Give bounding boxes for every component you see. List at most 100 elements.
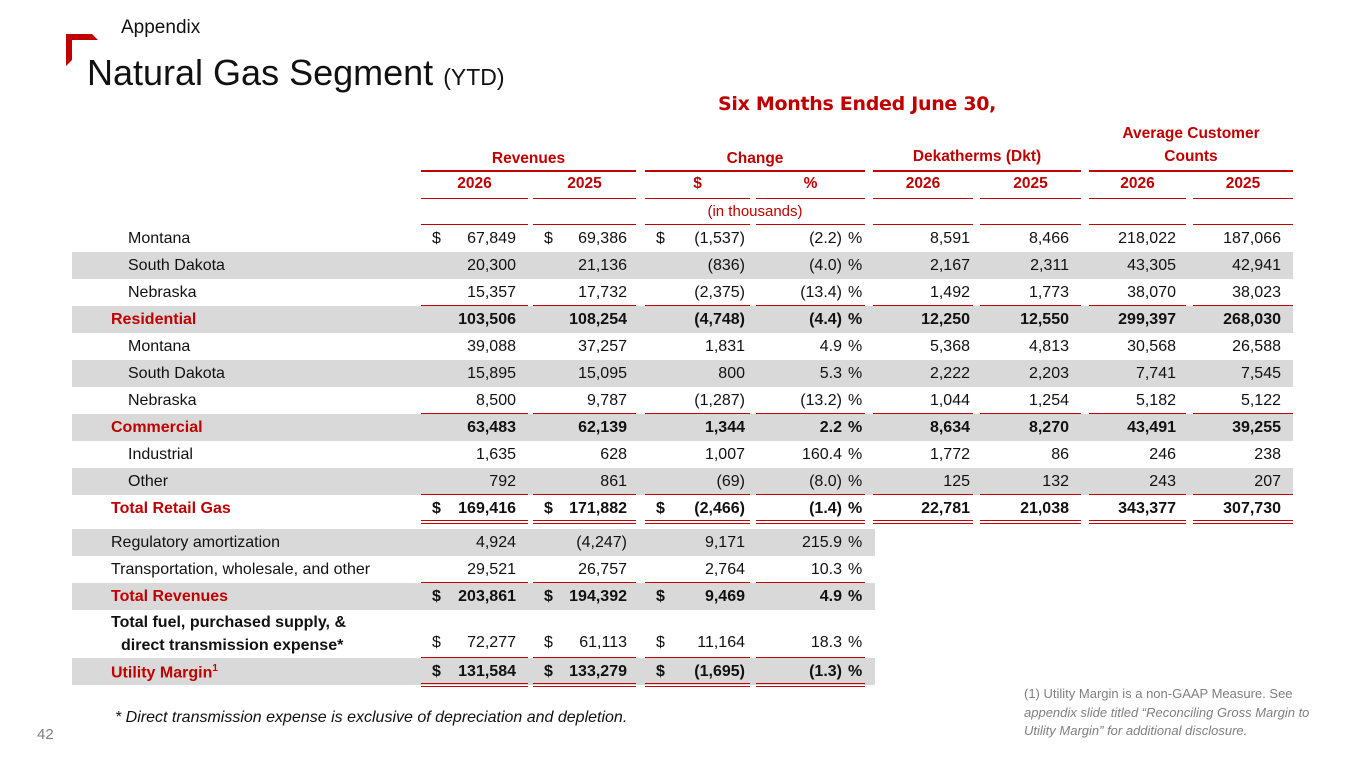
double-rule (873, 520, 973, 524)
cell-rule (1089, 494, 1186, 495)
cell-rule (533, 657, 636, 658)
group-rule-change (645, 170, 865, 172)
cell-rev-2026: 63,483 (467, 419, 516, 436)
cell-dkt-2026: 22,781 (921, 500, 970, 517)
cell-rule (756, 305, 865, 306)
cell-cust-2025: 268,030 (1223, 311, 1281, 328)
cell-rule (645, 224, 750, 225)
cell-chg-pct: 2.2 (819, 419, 842, 436)
cell-rule (980, 305, 1081, 306)
cell-chg-pct: (13.4) (800, 284, 842, 301)
cell-rule (873, 413, 973, 414)
cell-cust-2026: 38,070 (1127, 284, 1176, 301)
cell-cust-2026: 7,741 (1135, 365, 1176, 382)
cell-rule (645, 494, 750, 495)
cell-rule (421, 224, 528, 225)
row-label-text: Other (128, 473, 169, 490)
cell-chg-pct: (1.4) (809, 500, 842, 517)
cell-rev-2025: 69,386 (578, 230, 627, 247)
percent-sign: % (848, 257, 863, 274)
cell-rev-2026: 203,861 (458, 588, 516, 605)
cell-chg-pct: 215.9 (801, 534, 842, 551)
group-header-customers-line1: Average Customer (1122, 125, 1260, 142)
cell-chg-dollar: 800 (718, 365, 745, 382)
cell-dkt-2025: 1,254 (1028, 392, 1069, 409)
page-title: Natural Gas Segment (YTD) (87, 52, 505, 94)
cell-cust-2025: 207 (1254, 473, 1281, 490)
percent-sign: % (848, 588, 863, 605)
table-row: Transportation, wholesale, and other 29,5… (72, 556, 1293, 583)
cell-chg-pct: (1.3) (809, 663, 842, 680)
col-header-rule (980, 198, 1081, 199)
table-row: Other 792 861 (69) (8.0) 125 132 243 207% (72, 468, 1293, 495)
table-row: Total Retail Gas $ $ $169,416 171,882 (2,466)… (72, 495, 1293, 522)
row-label: Utility Margin1 (111, 663, 218, 682)
cell-cust-2026: 5,182 (1135, 392, 1176, 409)
group-header-customers: Average Customer Counts (1089, 122, 1293, 168)
row-label: Transportation, wholesale, and other (111, 561, 370, 579)
table-row: Total Revenues $ $ $203,861 194,392 9,469 4.9% (72, 583, 1293, 610)
cell-rule (421, 413, 528, 414)
cell-rule (421, 494, 528, 495)
group-rule-revenues (421, 170, 636, 172)
double-rule (756, 683, 865, 687)
cell-rule (1089, 224, 1186, 225)
cell-rule (980, 224, 1081, 225)
footnote-lead: (1) Utility Margin is a non-GAAP Measure… (1024, 686, 1293, 701)
cell-rule (873, 494, 973, 495)
table-row: Industrial 1,635 628 1,007 160.4 1,772 86 246 23… (72, 441, 1293, 468)
row-label-text: Total Revenues (111, 588, 229, 605)
cell-rule (645, 657, 750, 658)
table-row: South Dakota 20,300 21,136 (836) (4.0) 2,167 2… (72, 252, 1293, 279)
footnote-ref: 1 (212, 663, 218, 674)
currency-symbol: $ (656, 663, 665, 680)
cell-rev-2026: 67,849 (467, 230, 516, 247)
title-main: Natural Gas Segment (87, 52, 434, 93)
col-header-rev-2026: 2026 (457, 175, 492, 192)
row-label-text: Total Retail Gas (111, 500, 231, 517)
cell-chg-dollar: 1,831 (704, 338, 745, 355)
cell-rule (421, 657, 528, 658)
cell-dkt-2025: 8,466 (1028, 230, 1069, 247)
table-row: Nebraska 15,357 17,732 (2,375) (13.4) 1,492 1,… (72, 279, 1293, 306)
cell-rule (756, 657, 865, 658)
cell-dkt-2025: 86 (1051, 446, 1069, 463)
cell-rev-2026: 103,506 (458, 311, 516, 328)
percent-sign: % (848, 446, 863, 463)
group-header-dekatherms: Dekatherms (Dkt) (912, 148, 1042, 165)
cell-chg-dollar: (1,287) (694, 392, 745, 409)
double-rule (756, 520, 865, 524)
cell-chg-dollar: (836) (707, 257, 745, 274)
cell-chg-pct: (4.0) (809, 257, 842, 274)
cell-chg-pct: 18.3 (810, 634, 842, 651)
double-rule (421, 520, 528, 524)
double-rule (421, 683, 528, 687)
cell-rev-2026: 4,924 (475, 534, 516, 551)
cell-rule (980, 413, 1081, 414)
cell-dkt-2026: 2,222 (929, 365, 970, 382)
row-label: Montana (128, 230, 190, 248)
title-suffix: (YTD) (443, 64, 505, 90)
footnote-italic: appendix slide titled “Reconciling Gross… (1024, 704, 1310, 739)
cell-dkt-2025: 4,813 (1028, 338, 1069, 355)
cell-cust-2026: 246 (1149, 446, 1176, 463)
row-label: Total Revenues (111, 588, 228, 606)
cell-rev-2025: 21,136 (578, 257, 627, 274)
table-row: Regulatory amortization 4,924 (4,247) 9,171… (72, 529, 1293, 556)
cell-rev-2025: 37,257 (578, 338, 627, 355)
double-rule (533, 683, 636, 687)
percent-sign: % (848, 392, 863, 409)
col-header-rule (421, 198, 528, 199)
currency-symbol: $ (544, 663, 553, 680)
cell-rule (756, 413, 865, 414)
cell-chg-pct: 4.9 (819, 588, 842, 605)
cell-rule (1089, 305, 1186, 306)
cell-rev-2026: 8,500 (475, 392, 516, 409)
cell-cust-2026: 299,397 (1118, 311, 1176, 328)
cell-rule (645, 413, 750, 414)
cell-chg-dollar: (1,695) (694, 663, 745, 680)
cell-cust-2025: 187,066 (1223, 230, 1281, 247)
group-rule-dekatherms (873, 170, 1081, 172)
group-header-customers-line2: Counts (1164, 148, 1218, 165)
cell-rule (533, 305, 636, 306)
